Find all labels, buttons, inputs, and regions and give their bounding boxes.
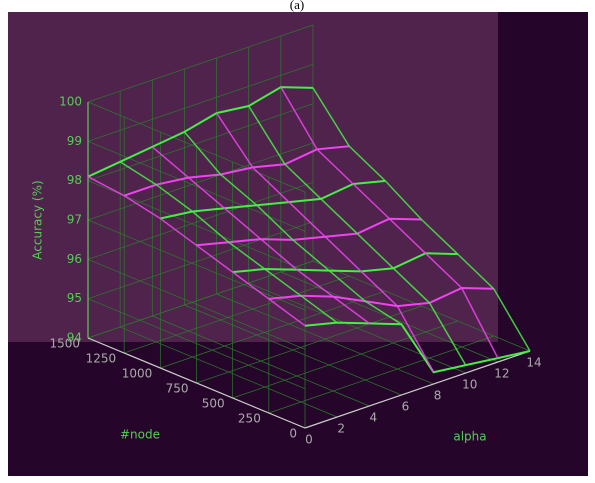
grid-line [87,142,314,221]
grid-line [160,290,386,369]
z-tick-label: 98 [67,173,82,187]
grid-line [232,320,458,399]
y-tick-label: 6 [402,400,410,414]
y-tick-label: 4 [369,411,377,425]
surface-line [87,176,306,327]
surface-line [87,86,314,178]
y-tick-label: 10 [462,378,477,392]
chart-title: (a) [290,0,304,12]
y-tick-label: 14 [526,356,541,370]
surface-line [183,131,402,325]
y-tick-label: 12 [494,367,509,381]
surface-line [280,86,499,359]
y-tick-label: 0 [305,433,313,447]
grid-line [120,326,338,418]
y-tick-label: 2 [337,422,345,436]
surface-line [304,321,531,374]
grid-line [124,275,350,354]
surface-line [248,105,467,366]
z-axis-label: Accuracy (%) [31,180,45,259]
surface-line [123,145,350,197]
z-tick-label: 99 [67,134,82,148]
z-tick-label: 96 [67,252,82,266]
y-axis [304,350,531,429]
grid-line [184,304,402,396]
grid-line [87,103,314,181]
x-tick-label: 0 [289,427,297,441]
surface-line [151,146,370,325]
x-axis-label: #node [120,428,160,442]
x-tick-label: 500 [202,397,225,411]
grid-line [152,315,370,407]
z-tick-label: 100 [59,95,82,109]
grid-line [87,182,314,260]
x-tick-label: 250 [238,412,261,426]
x-tick-label: 750 [166,382,189,396]
grid-line [87,64,314,142]
grid-line [216,293,434,385]
grid-line [196,305,422,384]
x-tick-label: 1000 [122,367,153,381]
surface-line [119,161,338,324]
z-tick-label: 97 [67,213,82,227]
surface-line [196,217,422,247]
x-tick-label: 1500 [49,337,80,351]
grid-line [312,260,531,352]
x-tick-label: 1250 [86,352,117,366]
y-axis-label: alpha [453,430,486,444]
surface-line [268,286,494,308]
surface-line [215,112,435,373]
surface-line [312,87,531,352]
z-tick-label: 95 [67,291,82,305]
surface-line [160,179,386,220]
z-tick-label: 94 [67,331,82,345]
surface-line [232,252,458,274]
grid-line [87,221,314,299]
grid-line [87,260,314,339]
x-axis [87,337,306,429]
grid-line [87,24,314,103]
y-tick-label: 8 [434,389,442,403]
